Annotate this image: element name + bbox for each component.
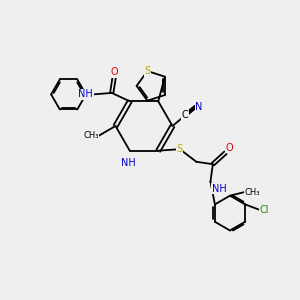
Text: NH: NH — [121, 158, 136, 168]
Text: S: S — [177, 144, 183, 154]
Text: Cl: Cl — [260, 205, 269, 215]
Text: CH₃: CH₃ — [244, 188, 260, 196]
Text: O: O — [226, 143, 233, 153]
Text: N: N — [196, 102, 203, 112]
Text: C: C — [182, 110, 188, 120]
Text: O: O — [110, 67, 118, 77]
Text: CH₃: CH₃ — [83, 131, 99, 140]
Text: S: S — [144, 66, 151, 76]
Text: NH: NH — [212, 184, 227, 194]
Text: NH: NH — [78, 89, 93, 99]
